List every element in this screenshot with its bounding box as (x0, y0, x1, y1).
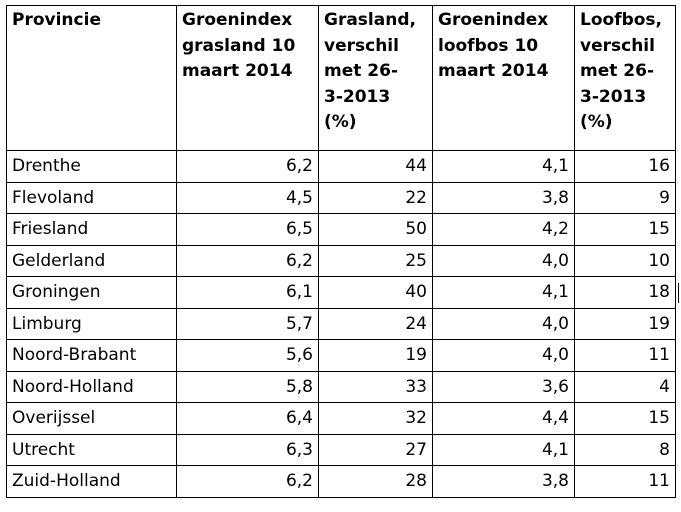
table-row: Zuid-Holland 6,2 28 3,8 11 (6, 465, 676, 498)
loofbos-index-cell: 4,1 (432, 276, 575, 309)
table-row: Overijssel 6,4 32 4,4 15 (6, 402, 676, 435)
province-cell: Groningen (6, 276, 177, 309)
header-row: Provincie Groenindex grasland 10 maart 2… (6, 5, 676, 151)
table-row: Noord-Holland 5,8 33 3,6 4 (6, 370, 676, 403)
grasland-index-cell: 6,1 (176, 276, 319, 309)
grasland-change-cell: 44 (318, 150, 433, 183)
header-loofbos-verschil: Loofbos, verschil met 26- 3-2013 (%) (574, 5, 676, 151)
header-line: maart 2014 (182, 61, 293, 81)
loofbos-change-cell: 16 (574, 150, 676, 183)
province-cell: Noord-Holland (6, 370, 177, 403)
province-cell: Noord-Brabant (6, 339, 177, 372)
header-provincie: Provincie (6, 5, 177, 151)
grasland-change-cell: 32 (318, 402, 433, 435)
province-cell: Gelderland (6, 244, 177, 277)
loofbos-change-cell: 8 (574, 433, 676, 466)
grasland-index-cell: 6,2 (176, 244, 319, 277)
loofbos-change-cell: 15 (574, 213, 676, 246)
grasland-index-cell: 5,6 (176, 339, 319, 372)
loofbos-change-cell: 4 (574, 370, 676, 403)
province-cell: Limburg (6, 307, 177, 340)
header-line: verschil (324, 35, 399, 56)
table-row: Utrecht 6,3 27 4,1 8 (6, 433, 676, 466)
table-row: Groningen 6,1 40 4,1 18 (6, 276, 676, 309)
loofbos-change-cell: 19 (574, 307, 676, 340)
loofbos-index-cell: 4,0 (432, 307, 575, 340)
header-line: Grasland, (324, 10, 416, 30)
loofbos-change-cell: 9 (574, 181, 676, 214)
header-line: met 26- (580, 61, 655, 81)
header-line: loofbos 10 (438, 35, 539, 56)
grasland-change-cell: 24 (318, 307, 433, 340)
header-line: 3-2013 (324, 86, 391, 107)
header-line: met 26- (324, 61, 399, 81)
table-row: Flevoland 4,5 22 3,8 9 (6, 181, 676, 214)
loofbos-index-cell: 4,0 (432, 339, 575, 372)
grasland-index-cell: 6,2 (176, 465, 319, 498)
loofbos-change-cell: 15 (574, 402, 676, 435)
header-line: maart 2014 (438, 61, 549, 81)
header-line: Provincie (12, 10, 101, 30)
grasland-index-cell: 5,7 (176, 307, 319, 340)
loofbos-index-cell: 4,1 (432, 150, 575, 183)
grasland-change-cell: 50 (318, 213, 433, 246)
province-cell: Friesland (6, 213, 177, 246)
grasland-index-cell: 6,4 (176, 402, 319, 435)
loofbos-index-cell: 4,4 (432, 402, 575, 435)
table-row: Noord-Brabant 5,6 19 4,0 11 (6, 339, 676, 372)
province-cell: Utrecht (6, 433, 177, 466)
grasland-change-cell: 28 (318, 465, 433, 498)
province-green-index-table: Provincie Groenindex grasland 10 maart 2… (6, 5, 676, 498)
loofbos-index-cell: 3,8 (432, 465, 575, 498)
table-row: Gelderland 6,2 25 4,0 10 (6, 244, 676, 277)
grasland-index-cell: 6,3 (176, 433, 319, 466)
text-cursor (678, 283, 679, 303)
grasland-index-cell: 6,5 (176, 213, 319, 246)
grasland-change-cell: 40 (318, 276, 433, 309)
grasland-index-cell: 5,8 (176, 370, 319, 403)
grasland-change-cell: 27 (318, 433, 433, 466)
header-groenindex-grasland: Groenindex grasland 10 maart 2014 (176, 5, 319, 151)
grasland-index-cell: 4,5 (176, 181, 319, 214)
loofbos-index-cell: 3,6 (432, 370, 575, 403)
loofbos-index-cell: 3,8 (432, 181, 575, 214)
grasland-change-cell: 19 (318, 339, 433, 372)
grasland-change-cell: 22 (318, 181, 433, 214)
grasland-index-cell: 6,2 (176, 150, 319, 183)
province-cell: Flevoland (6, 181, 177, 214)
header-line: (%) (324, 112, 357, 132)
province-cell: Zuid-Holland (6, 465, 177, 498)
loofbos-index-cell: 4,0 (432, 244, 575, 277)
header-grasland-verschil: Grasland, verschil met 26- 3-2013 (%) (318, 5, 433, 151)
table-row: Limburg 5,7 24 4,0 19 (6, 307, 676, 340)
table-row: Drenthe 6,2 44 4,1 16 (6, 150, 676, 183)
header-line: grasland 10 (182, 35, 296, 56)
header-line: (%) (580, 112, 613, 132)
grasland-change-cell: 25 (318, 244, 433, 277)
province-cell: Overijssel (6, 402, 177, 435)
loofbos-change-cell: 11 (574, 339, 676, 372)
loofbos-index-cell: 4,2 (432, 213, 575, 246)
loofbos-change-cell: 18 (574, 276, 676, 309)
loofbos-change-cell: 11 (574, 465, 676, 498)
loofbos-change-cell: 10 (574, 244, 676, 277)
table-row: Friesland 6,5 50 4,2 15 (6, 213, 676, 246)
grasland-change-cell: 33 (318, 370, 433, 403)
province-cell: Drenthe (6, 150, 177, 183)
header-line: verschil (580, 35, 655, 56)
header-groenindex-loofbos: Groenindex loofbos 10 maart 2014 (432, 5, 575, 151)
header-line: Groenindex (438, 10, 549, 30)
header-line: Loofbos, (580, 10, 663, 30)
header-line: Groenindex (182, 10, 293, 30)
loofbos-index-cell: 4,1 (432, 433, 575, 466)
header-line: 3-2013 (580, 86, 647, 107)
